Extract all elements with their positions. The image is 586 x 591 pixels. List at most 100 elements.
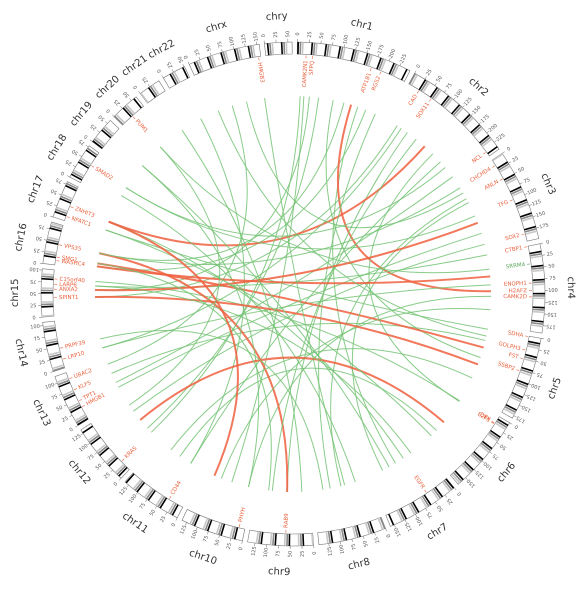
- tick-label: 0: [546, 239, 550, 246]
- tick-label: 0: [69, 427, 75, 434]
- gene-tick: [82, 405, 85, 406]
- chromosome-label: chr14: [12, 338, 29, 368]
- tick-mark: [79, 155, 82, 157]
- chromosome-label: chr10: [188, 548, 219, 568]
- gene-label: CTBP1: [504, 245, 523, 254]
- tick-label: 25: [374, 536, 382, 544]
- tick-label: 150: [521, 404, 532, 414]
- link: [265, 98, 345, 485]
- tick-label: 0: [238, 547, 245, 551]
- gene-label: SFPQ: [309, 60, 316, 75]
- tick-mark: [188, 62, 189, 65]
- tick-label: 125: [531, 199, 542, 208]
- tick-label: 25: [166, 61, 174, 69]
- tick-mark: [59, 194, 62, 195]
- tick-label: 0: [261, 34, 267, 38]
- tick-mark: [111, 470, 113, 472]
- tick-label: 100: [29, 265, 39, 272]
- gene-tick: [522, 349, 525, 350]
- tick-label: 225: [495, 132, 506, 143]
- cytoband: [533, 295, 545, 297]
- gene-tick: [60, 348, 63, 349]
- tick-label: 75: [55, 176, 63, 184]
- tick-label: 100: [415, 515, 425, 526]
- tick-label: 0: [156, 68, 163, 74]
- tick-mark: [230, 538, 231, 541]
- links: [95, 96, 491, 492]
- link: [160, 147, 489, 273]
- tick-mark: [221, 49, 222, 52]
- tick-mark: [490, 452, 492, 454]
- tick-mark: [426, 508, 428, 511]
- cytoband: [533, 293, 545, 295]
- link: [171, 349, 472, 450]
- tick-label: 0: [132, 84, 139, 90]
- gene-label: TFG: [496, 199, 509, 209]
- gene-label: KLF5: [78, 380, 93, 391]
- tick-label: 25: [506, 432, 515, 441]
- tick-label: 75: [275, 550, 281, 557]
- tick-label: 100: [190, 529, 199, 540]
- chromosome-label: chr12: [66, 458, 93, 487]
- tick-label: 0: [33, 259, 37, 265]
- tick-label: 100: [548, 288, 558, 294]
- gene-tick: [517, 370, 520, 371]
- gene-tick: [74, 389, 77, 390]
- gene-label: GOLPH3: [498, 341, 522, 352]
- tick-label: 200: [488, 123, 499, 134]
- tick-mark: [415, 514, 416, 517]
- cytoband: [289, 534, 291, 546]
- gene-label: SPINT1: [59, 295, 78, 301]
- chromosome-label: chr5: [546, 376, 564, 401]
- tick-mark: [502, 152, 504, 154]
- link: [99, 188, 460, 265]
- tick-label: 175: [515, 414, 526, 424]
- gene-tick: [429, 99, 431, 101]
- tick-label: 0: [183, 54, 190, 59]
- tick-label: 0: [83, 133, 89, 140]
- tick-label: 75: [139, 502, 148, 511]
- tick-mark: [73, 165, 76, 167]
- gene-label: SMAD2: [94, 166, 114, 182]
- tick-label: 25: [194, 48, 202, 56]
- link: [133, 244, 484, 411]
- tick-label: 25: [89, 123, 98, 132]
- tick-mark: [105, 121, 107, 123]
- tick-label: 50: [71, 148, 80, 157]
- tick-label: 125: [548, 299, 558, 305]
- tick-mark: [352, 539, 353, 542]
- tick-mark: [63, 183, 66, 184]
- cytoband: [41, 287, 53, 289]
- tick-mark: [199, 57, 200, 60]
- tick-mark: [196, 527, 197, 530]
- chromosome-label: chr19: [68, 100, 95, 129]
- tick-mark: [162, 75, 164, 78]
- tick-label: 125: [404, 521, 414, 532]
- tick-label: 50: [548, 263, 555, 270]
- tick-label: 75: [549, 276, 556, 282]
- tick-label: 175: [480, 114, 491, 125]
- tick-label: 0: [386, 533, 393, 538]
- tick-label: 75: [523, 177, 531, 185]
- tick-mark: [510, 423, 513, 425]
- tick-mark: [102, 461, 104, 463]
- chromosome-label: chr6: [495, 460, 518, 484]
- tick-label: 50: [95, 463, 104, 472]
- tick-mark: [497, 442, 499, 444]
- tick-mark: [539, 350, 542, 351]
- tick-label: 50: [36, 347, 44, 354]
- tick-label: 50: [288, 551, 294, 557]
- tick-label: 175: [377, 44, 386, 55]
- tick-mark: [50, 372, 53, 373]
- tick-label: 200: [388, 48, 397, 59]
- tick-label: 125: [118, 486, 129, 497]
- tick-mark: [127, 485, 129, 487]
- tick-label: 25: [61, 415, 69, 423]
- gene-tick: [170, 496, 172, 499]
- tick-mark: [69, 415, 72, 416]
- tick-mark: [529, 384, 532, 385]
- tick-mark: [97, 130, 99, 132]
- chromosome-label: chr21: [120, 53, 150, 78]
- tick-label: 50: [35, 234, 43, 241]
- tick-mark: [119, 478, 121, 480]
